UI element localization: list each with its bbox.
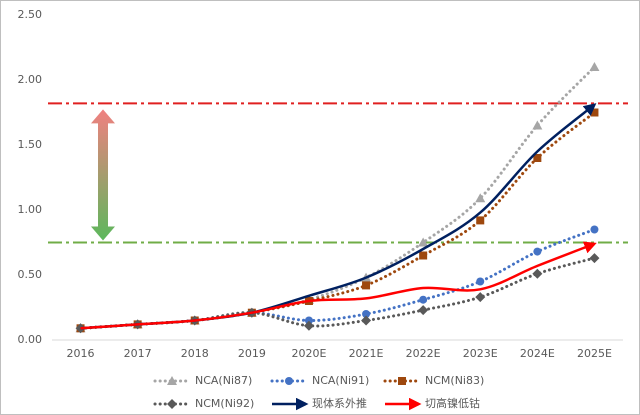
data-point: [589, 253, 600, 264]
x-tick-label: 2018: [181, 347, 209, 360]
data-point: [532, 120, 543, 130]
y-tick-label: 1.00: [18, 203, 43, 216]
data-point: [589, 62, 600, 71]
x-tick-label: 2025E: [577, 347, 612, 360]
x-tick-label: 2021E: [349, 347, 384, 360]
y-tick-label: 2.00: [18, 73, 43, 86]
legend-label: 切高镍低钴: [425, 396, 480, 410]
y-tick-label: 0.50: [18, 268, 43, 281]
legend-label: NCM(Ni92): [195, 397, 254, 410]
data-point: [532, 268, 543, 279]
range-arrow: [91, 109, 115, 241]
data-point: [590, 225, 599, 234]
data-point: [418, 305, 429, 316]
data-point: [361, 315, 372, 326]
data-point: [475, 193, 486, 203]
data-point: [419, 295, 428, 304]
x-tick-label: 2017: [124, 347, 152, 360]
data-point: [533, 154, 542, 162]
x-tick-label: 2024E: [520, 347, 555, 360]
data-point: [303, 320, 314, 331]
legend-marker: [285, 377, 293, 385]
data-point: [475, 292, 486, 303]
y-tick-label: 1.50: [18, 138, 43, 151]
data-point: [476, 216, 485, 225]
data-point: [362, 281, 371, 290]
data-point: [418, 237, 429, 247]
x-tick-label: 2022E: [406, 347, 441, 360]
x-tick-label: 2016: [67, 347, 95, 360]
legend-marker: [167, 399, 177, 409]
data-point: [590, 108, 599, 117]
x-tick-label: 2020E: [291, 347, 326, 360]
data-point: [304, 316, 313, 325]
series-line: [80, 241, 597, 330]
data-point: [476, 277, 485, 286]
x-tick-label: 2019: [238, 347, 266, 360]
y-tick-label: 2.50: [18, 8, 43, 21]
legend-label: 现体系外推: [312, 396, 367, 410]
legend-label: NCA(Ni87): [195, 374, 252, 387]
data-point: [362, 310, 371, 318]
legend-marker: [398, 377, 406, 385]
data-point: [419, 251, 428, 260]
legend-label: NCA(Ni91): [312, 374, 369, 387]
legend-label: NCM(Ni83): [425, 374, 484, 387]
legend-marker: [167, 376, 177, 385]
y-tick-label: 0.00: [18, 333, 43, 346]
data-point: [533, 247, 542, 256]
x-tick-label: 2023E: [463, 347, 498, 360]
